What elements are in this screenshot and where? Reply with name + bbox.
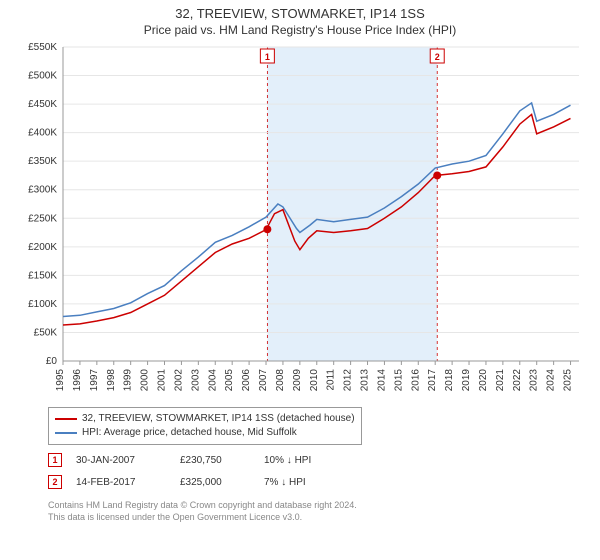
svg-text:£100K: £100K xyxy=(28,299,57,310)
svg-text:2006: 2006 xyxy=(241,369,252,392)
svg-text:2013: 2013 xyxy=(360,369,371,392)
svg-text:£550K: £550K xyxy=(28,42,57,53)
chart-svg: £0 £50K £100K £150K £200K £250K £300K £350K £400… xyxy=(15,41,585,401)
chart-subtitle: Price paid vs. HM Land Registry's House … xyxy=(0,21,600,41)
legend-row-hpi: HPI: Average price, detached house, Mid … xyxy=(55,426,355,440)
transaction-price-2: £325,000 xyxy=(180,477,250,488)
svg-text:2008: 2008 xyxy=(275,369,286,392)
svg-text:2019: 2019 xyxy=(461,369,472,392)
marker-badge-1: 1 xyxy=(48,453,62,467)
svg-text:2007: 2007 xyxy=(258,369,269,392)
svg-text:2024: 2024 xyxy=(546,369,557,392)
svg-text:£350K: £350K xyxy=(28,156,57,167)
chart-title-address: 32, TREEVIEW, STOWMARKET, IP14 1SS xyxy=(0,0,600,21)
svg-text:2002: 2002 xyxy=(173,369,184,392)
svg-text:2022: 2022 xyxy=(512,369,523,392)
svg-text:£0: £0 xyxy=(46,356,58,367)
svg-text:1998: 1998 xyxy=(106,369,117,392)
svg-text:£450K: £450K xyxy=(28,99,57,110)
legend-label-hpi: HPI: Average price, detached house, Mid … xyxy=(82,426,297,440)
svg-text:2009: 2009 xyxy=(292,369,303,392)
svg-text:2: 2 xyxy=(435,52,440,62)
svg-text:2001: 2001 xyxy=(157,369,168,392)
legend-label-property: 32, TREEVIEW, STOWMARKET, IP14 1SS (deta… xyxy=(82,412,355,426)
svg-text:2014: 2014 xyxy=(376,369,387,392)
chart-footer: 32, TREEVIEW, STOWMARKET, IP14 1SS (deta… xyxy=(48,407,585,523)
svg-text:1997: 1997 xyxy=(89,369,100,392)
transaction-date-1: 30-JAN-2007 xyxy=(76,455,166,466)
transaction-row-1: 1 30-JAN-2007 £230,750 10% ↓ HPI xyxy=(48,453,585,467)
svg-text:2012: 2012 xyxy=(343,369,354,392)
svg-text:£150K: £150K xyxy=(28,270,57,281)
chart-area: £0 £50K £100K £150K £200K £250K £300K £350K £400… xyxy=(15,41,585,401)
attribution: Contains HM Land Registry data © Crown c… xyxy=(48,499,585,523)
attribution-line1: Contains HM Land Registry data © Crown c… xyxy=(48,499,585,511)
svg-text:£500K: £500K xyxy=(28,71,57,82)
svg-text:2003: 2003 xyxy=(190,369,201,392)
svg-text:2005: 2005 xyxy=(224,369,235,392)
legend: 32, TREEVIEW, STOWMARKET, IP14 1SS (deta… xyxy=(48,407,362,445)
transaction-pct-2: 7% ↓ HPI xyxy=(264,477,354,488)
svg-text:£250K: £250K xyxy=(28,213,57,224)
svg-text:2017: 2017 xyxy=(427,369,438,392)
svg-text:2020: 2020 xyxy=(478,369,489,392)
svg-text:2023: 2023 xyxy=(529,369,540,392)
svg-text:1999: 1999 xyxy=(123,369,134,392)
svg-text:2011: 2011 xyxy=(326,369,337,391)
svg-text:2016: 2016 xyxy=(410,369,421,392)
svg-text:2000: 2000 xyxy=(140,369,151,392)
legend-swatch-property xyxy=(55,418,77,420)
legend-row-property: 32, TREEVIEW, STOWMARKET, IP14 1SS (deta… xyxy=(55,412,355,426)
svg-text:2021: 2021 xyxy=(495,369,506,392)
transaction-pct-1: 10% ↓ HPI xyxy=(264,455,354,466)
svg-text:£400K: £400K xyxy=(28,128,57,139)
svg-text:2004: 2004 xyxy=(207,369,218,392)
svg-text:1995: 1995 xyxy=(55,369,66,392)
svg-text:2015: 2015 xyxy=(393,369,404,392)
transaction-date-2: 14-FEB-2017 xyxy=(76,477,166,488)
svg-text:£50K: £50K xyxy=(34,327,58,338)
svg-text:2025: 2025 xyxy=(563,369,574,392)
svg-text:2010: 2010 xyxy=(309,369,320,392)
attribution-line2: This data is licensed under the Open Gov… xyxy=(48,511,585,523)
svg-text:£200K: £200K xyxy=(28,242,57,253)
svg-text:2018: 2018 xyxy=(444,369,455,392)
chart-container: 32, TREEVIEW, STOWMARKET, IP14 1SS Price… xyxy=(0,0,600,560)
transaction-price-1: £230,750 xyxy=(180,455,250,466)
svg-text:£300K: £300K xyxy=(28,185,57,196)
transaction-row-2: 2 14-FEB-2017 £325,000 7% ↓ HPI xyxy=(48,475,585,489)
svg-text:1: 1 xyxy=(265,52,270,62)
legend-swatch-hpi xyxy=(55,432,77,434)
marker-badge-2: 2 xyxy=(48,475,62,489)
svg-text:1996: 1996 xyxy=(72,369,83,392)
